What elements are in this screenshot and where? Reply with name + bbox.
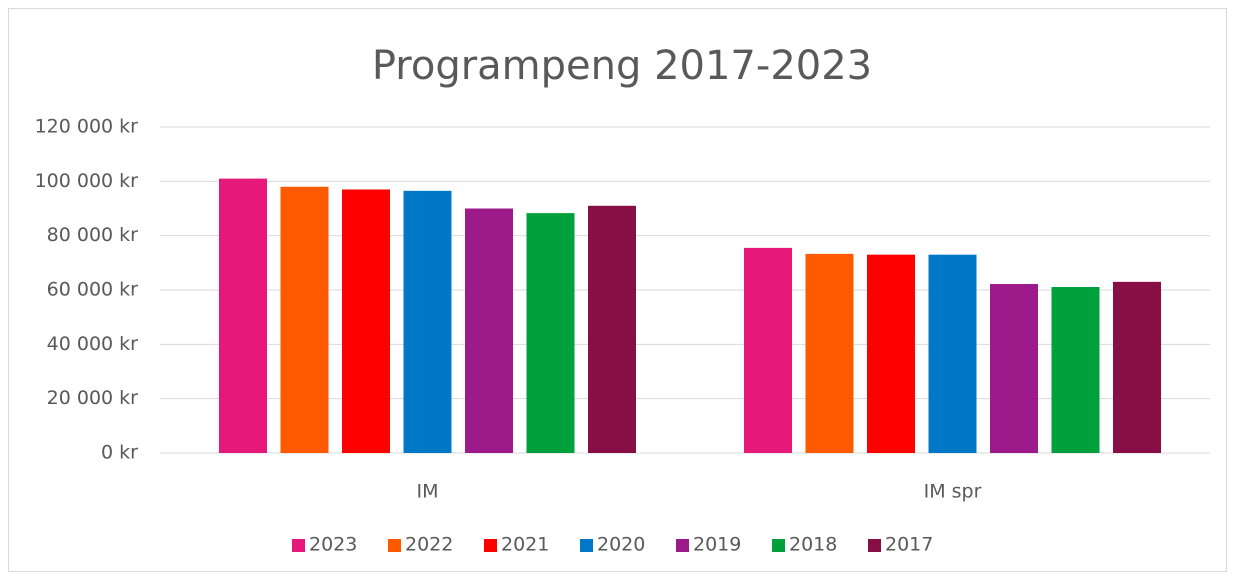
bar (744, 247, 792, 453)
bar (526, 213, 575, 453)
bar (1051, 287, 1100, 453)
chart-title: Programpeng 2017-2023 (372, 43, 872, 89)
y-tick-label: 80 000 kr (47, 224, 139, 246)
legend-label: 2019 (693, 534, 741, 556)
bar (990, 284, 1038, 453)
legend-swatch (580, 539, 593, 552)
legend-swatch (484, 539, 497, 552)
bar (403, 190, 452, 453)
x-tick-label: IM (417, 481, 439, 503)
legend-swatch (292, 539, 305, 552)
legend-swatch (868, 539, 881, 552)
legend-swatch (772, 539, 785, 552)
y-tick-label: 60 000 kr (47, 279, 139, 301)
bar (342, 189, 390, 453)
legend-label: 2020 (597, 534, 645, 556)
bar (219, 178, 267, 453)
bar (805, 253, 854, 453)
y-tick-label: 120 000 kr (35, 116, 139, 138)
legend-label: 2017 (885, 534, 933, 556)
y-tick-label: 40 000 kr (47, 333, 139, 355)
bar (465, 208, 513, 453)
y-tick-label: 0 kr (101, 442, 138, 464)
bar (588, 205, 636, 453)
legend-swatch (676, 539, 689, 552)
legend-swatch (388, 539, 401, 552)
legend-label: 2021 (501, 534, 549, 556)
y-tick-label: 100 000 kr (35, 170, 139, 192)
bar (1113, 281, 1161, 453)
legend-label: 2022 (405, 534, 453, 556)
bar (867, 254, 915, 453)
y-tick-label: 20 000 kr (47, 387, 139, 409)
bar (928, 254, 977, 453)
legend-label: 2018 (789, 534, 837, 556)
legend-label: 2023 (309, 534, 357, 556)
bar (280, 186, 329, 453)
x-tick-label: IM spr (924, 481, 982, 503)
